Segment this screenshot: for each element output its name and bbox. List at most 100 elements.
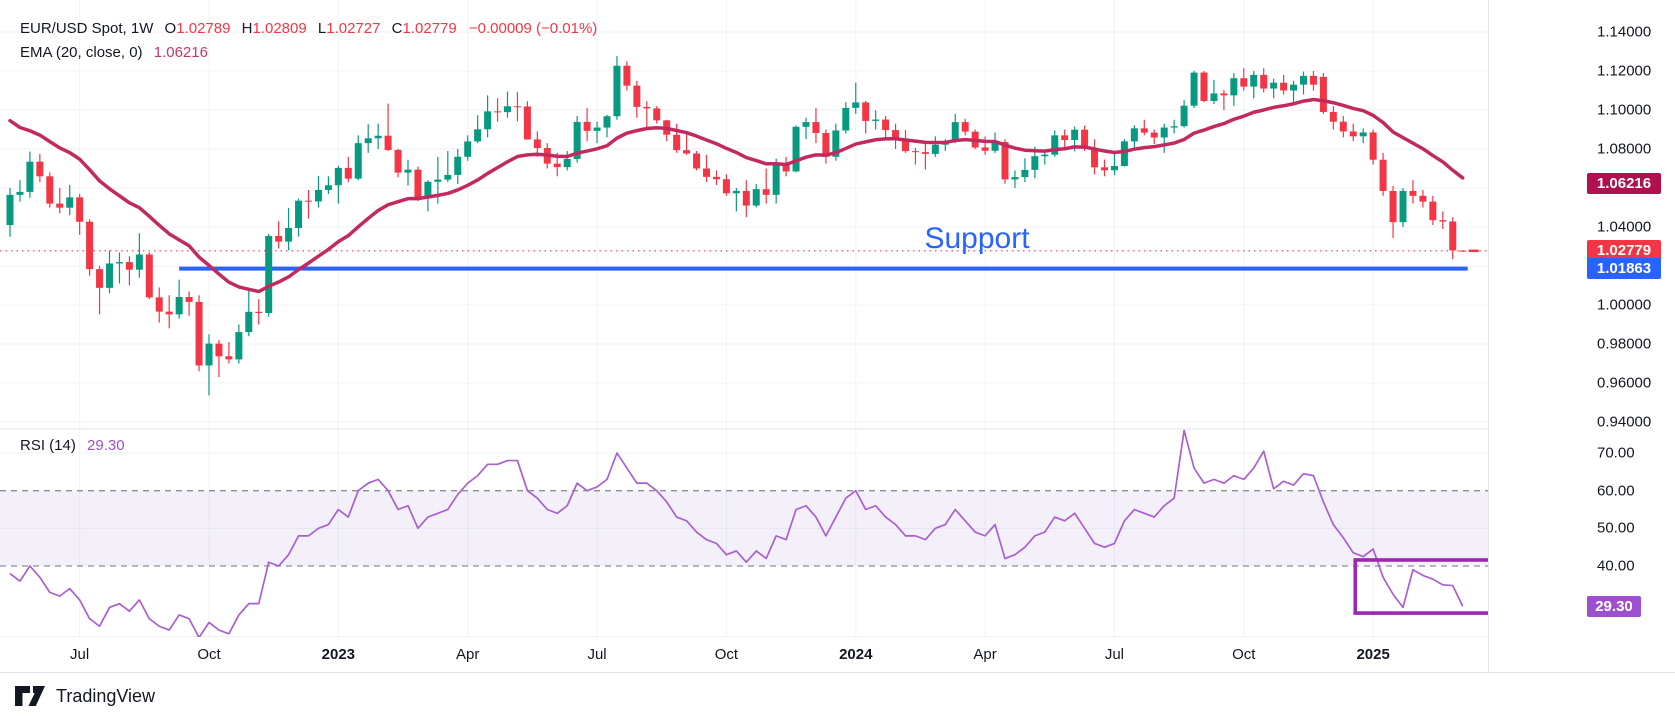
candle: [1250, 74, 1258, 87]
candle: [1399, 190, 1407, 223]
candle: [1309, 75, 1317, 85]
open-label: O: [164, 20, 177, 37]
candle: [145, 254, 153, 298]
candle: [1190, 72, 1198, 106]
time-axis[interactable]: Jul Oct 2023 Apr Jul Oct 2024 Apr Jul Oct 2025: [0, 637, 1488, 672]
candle: [175, 297, 183, 315]
change-value: −0.00009 (−0.01%): [468, 20, 598, 37]
candle: [1349, 131, 1357, 137]
price-tick-label: 1.14000: [1597, 23, 1652, 41]
candle: [842, 107, 850, 131]
candle: [1409, 190, 1417, 196]
candle: [1210, 93, 1218, 102]
support-drawing-label[interactable]: Support: [924, 222, 1030, 255]
tradingview-logo-icon[interactable]: [14, 685, 46, 707]
candle: [892, 130, 900, 139]
time-axis-label: Jul: [70, 646, 90, 663]
price-axis[interactable]: 1.14000 1.12000 1.10000 1.08000 1.04000 1.000…: [1488, 0, 1675, 672]
candle: [1081, 129, 1089, 149]
candle: [26, 161, 34, 192]
candle: [772, 163, 780, 195]
high-label: H: [241, 20, 253, 37]
candle: [1180, 105, 1188, 127]
low-value: 1.02727: [326, 20, 381, 37]
price-tick-label: 0.94000: [1597, 413, 1652, 431]
candle: [573, 121, 581, 159]
candle: [931, 144, 939, 154]
candle: [324, 185, 332, 190]
candle: [1369, 132, 1377, 160]
candle: [1021, 169, 1029, 178]
rsi-tick-label: 40.00: [1597, 557, 1635, 575]
time-axis-label: 2025: [1356, 646, 1390, 663]
candle: [1130, 128, 1138, 142]
candle: [732, 190, 740, 194]
candle: [693, 153, 701, 169]
candle: [195, 301, 203, 366]
candle: [802, 122, 810, 127]
candle: [852, 102, 860, 108]
candle: [344, 167, 352, 179]
time-axis-label: 2024: [839, 646, 873, 663]
candle: [673, 134, 681, 151]
candle: [1379, 159, 1387, 191]
candle: [742, 190, 750, 206]
candle: [404, 169, 412, 173]
candle: [653, 108, 661, 121]
candle: [782, 163, 790, 172]
candle: [165, 311, 173, 315]
rsi-line: [9, 429, 1464, 639]
candle: [712, 176, 720, 180]
candle: [125, 262, 133, 270]
rsi-tick-label: 70.00: [1597, 444, 1635, 462]
rsi-tick-label: 60.00: [1597, 482, 1635, 500]
high-value: 1.02809: [252, 20, 307, 37]
rsi-legend-row[interactable]: RSI (14) 29.30: [20, 437, 125, 454]
candle: [235, 332, 243, 360]
candle: [275, 235, 283, 242]
candle: [563, 158, 571, 168]
rsi-label: RSI (14): [20, 437, 76, 454]
candle: [1230, 78, 1238, 96]
footer-bar: TradingView: [0, 672, 1675, 718]
candle: [1329, 111, 1337, 122]
candle: [394, 149, 402, 173]
candle: [613, 65, 621, 117]
candle: [523, 106, 531, 140]
candle: [245, 311, 253, 333]
candle: [115, 262, 123, 264]
candle: [961, 122, 969, 132]
candle: [1071, 129, 1079, 141]
candle: [1319, 76, 1327, 112]
candle: [494, 111, 502, 113]
candle: [1120, 141, 1128, 166]
rsi-value: 29.30: [87, 437, 125, 454]
candle: [623, 65, 631, 86]
time-axis-label: 2023: [321, 646, 356, 663]
candle: [424, 181, 432, 199]
candle: [951, 122, 959, 142]
ema-line: [8, 97, 1465, 294]
candle: [215, 343, 223, 357]
candle: [1339, 121, 1347, 132]
price-tick-label: 1.10000: [1597, 101, 1652, 119]
candle: [1001, 141, 1009, 180]
symbol-title: EUR/USD Spot, 1W: [20, 20, 154, 37]
candle: [484, 111, 492, 130]
candle: [991, 141, 999, 151]
symbol-legend-row[interactable]: EUR/USD Spot, 1W O1.02789 H1.02809 L1.02…: [20, 20, 597, 37]
candle: [76, 197, 84, 222]
time-axis-label: Jul: [1104, 646, 1125, 663]
candle: [1419, 195, 1427, 202]
candle: [643, 106, 651, 109]
brand-text[interactable]: TradingView: [56, 685, 156, 706]
candle: [334, 167, 342, 186]
candle: [96, 269, 104, 288]
last-price-badge: 1.02779: [1587, 240, 1661, 261]
candle: [722, 179, 730, 194]
ema-legend-row[interactable]: EMA (20, close, 0) 1.06216: [20, 44, 208, 61]
candle: [354, 143, 362, 179]
candle: [1389, 190, 1397, 223]
